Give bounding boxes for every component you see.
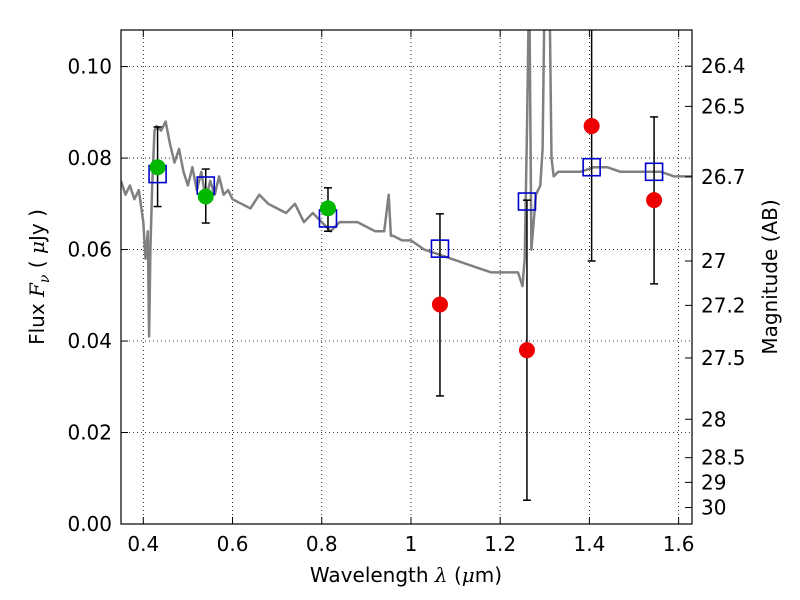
tick-labels: 0.4 0.6 0.8 1 1.2 1.4 1.6 0.00 0.02 0.04 0.06 0.08 0… — [67, 54, 745, 556]
magnitude-tick-label: 27.5 — [701, 346, 746, 370]
x-tick-label: 1.4 — [573, 532, 605, 556]
x-axis-label-prefix: Wavelength — [310, 563, 435, 587]
y-axis-mu: μ — [25, 241, 49, 254]
plot-area — [121, 30, 692, 501]
magnitude-tick-label: 26.5 — [701, 94, 746, 118]
x-tick-label: 1.2 — [484, 532, 516, 556]
green-point — [319, 200, 336, 217]
x-axis-label: Wavelength λ (μm) — [310, 563, 502, 587]
magnitude-tick-label: 27 — [701, 249, 726, 273]
magnitude-tick-label: 28 — [701, 407, 726, 431]
red-point — [583, 118, 600, 135]
y-tick-label: 0.02 — [67, 421, 112, 445]
x-tick-label: 0.4 — [127, 532, 159, 556]
x-axis-unit-end: m) — [475, 563, 502, 587]
y-axis-label-prefix: Flux — [25, 297, 49, 345]
red-point — [431, 296, 448, 313]
y-tick-label: 0.04 — [67, 329, 112, 353]
green-point — [149, 159, 166, 176]
magnitude-tick-label: 29 — [701, 470, 726, 494]
y-tick-label: 0.06 — [67, 238, 112, 262]
x-axis-mu: μ — [462, 563, 475, 587]
magnitude-tick-label: 27.2 — [701, 293, 746, 317]
x-tick-label: 1 — [405, 532, 418, 556]
y-axis-paren: ( — [25, 254, 49, 275]
x-tick-label: 0.8 — [306, 532, 338, 556]
axis-ticks — [121, 30, 692, 525]
magnitude-tick-label: 26.7 — [701, 165, 746, 189]
model-spectrum-line — [121, 30, 692, 338]
y-tick-label: 0.00 — [67, 512, 112, 536]
y2-axis-label: Magnitude (AB) — [758, 199, 782, 354]
magnitude-tick-label: 26.4 — [701, 54, 746, 78]
red-point — [646, 192, 663, 209]
green-point — [197, 188, 214, 205]
x-axis-lambda: λ — [434, 563, 448, 587]
red-point — [518, 342, 535, 359]
x-tick-label: 0.6 — [217, 532, 249, 556]
y-tick-label: 0.10 — [67, 55, 112, 79]
y-axis-nu: ν — [37, 274, 53, 283]
magnitude-tick-label: 30 — [701, 496, 726, 520]
model-flux-square — [430, 239, 450, 258]
x-axis-unit: ( — [448, 563, 462, 587]
y-axis-F: F — [25, 282, 49, 298]
y-tick-label: 0.08 — [67, 146, 112, 170]
magnitude-tick-label: 28.5 — [701, 446, 746, 470]
model-flux-square — [582, 157, 601, 177]
x-tick-label: 1.6 — [663, 532, 695, 556]
plot-frame — [120, 29, 693, 525]
y-axis-unit: Jy ) — [25, 209, 49, 243]
model-flux-square — [517, 192, 537, 211]
y-axis-label: Flux Fν ( μJy ) — [25, 209, 53, 345]
model-flux-square — [644, 162, 664, 182]
